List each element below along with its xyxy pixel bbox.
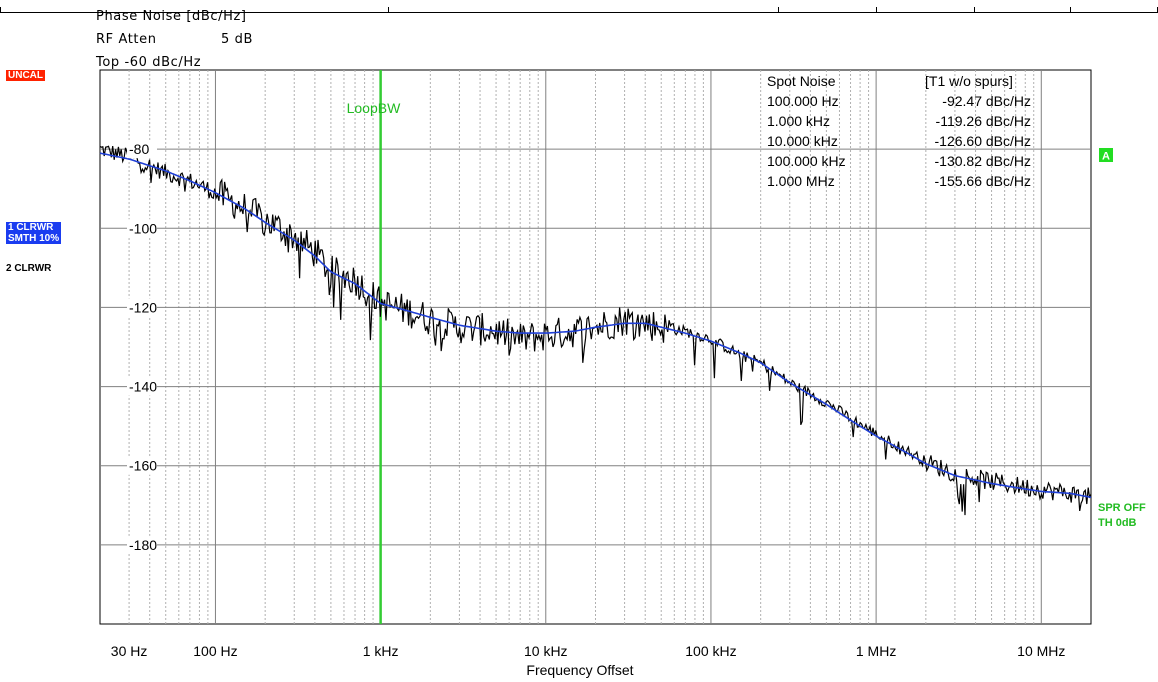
spot-noise-table: Spot Noise [T1 w/o spurs] 100.000 Hz -92… (767, 73, 1031, 189)
marker-a-label: A (1102, 151, 1110, 163)
trace1-mode: 1 CLRWR (8, 222, 54, 233)
spot-noise-offset-0: 100.000 Hz (767, 93, 839, 109)
spr-off-label: SPR OFF (1098, 502, 1146, 514)
rf-atten-value: 5 dB (221, 32, 253, 47)
y-tick-label-bg (127, 535, 157, 554)
spot-noise-value-1: -119.26 dBc/Hz (936, 113, 1031, 129)
y-tick-label: -120 (129, 299, 157, 315)
x-tick-label: 100 kHz (685, 643, 736, 659)
x-tick-label: 1 kHz (363, 643, 399, 659)
y-tick-label-bg (127, 219, 157, 238)
threshold-label: TH 0dB (1098, 517, 1137, 529)
y-tick-label: -80 (129, 141, 149, 157)
measurement-title: Phase Noise [dBc/Hz] (96, 9, 247, 24)
trace2-label: 2 CLRWR (6, 263, 52, 274)
loop-bw-label: LoopBW (347, 100, 401, 116)
x-tick-label: 30 Hz (111, 643, 148, 659)
y-tick-labels: -80 -100 -120 -140 -160 -180 (127, 140, 157, 554)
marker-a-badge: A (1099, 148, 1113, 163)
y-tick-label: -160 (129, 458, 157, 474)
spot-noise-offset-4: 1.000 MHz (767, 173, 835, 189)
x-tick-labels: 30 Hz 100 Hz 1 kHz 10 kHz 100 kHz 1 MHz 10 MHz (111, 643, 1066, 659)
spot-noise-value-0: -92.47 dBc/Hz (942, 93, 1031, 109)
spot-noise-offset-2: 10.000 kHz (767, 133, 838, 149)
spot-noise-value-3: -130.82 dBc/Hz (935, 153, 1032, 169)
y-tick-label: -100 (129, 220, 157, 236)
y-tick-label-bg (127, 377, 157, 396)
top-level-label: Top -60 dBc/Hz (96, 55, 202, 70)
x-tick-label: 100 Hz (193, 643, 237, 659)
y-tick-label-bg (127, 140, 157, 159)
y-tick-label: -140 (129, 379, 157, 395)
rf-atten-label: RF Atten (96, 32, 157, 47)
spot-noise-value-4: -155.66 dBc/Hz (935, 173, 1032, 189)
trace1-smoothing: SMTH 10% (8, 233, 60, 244)
spot-noise-offset-3: 100.000 kHz (767, 153, 846, 169)
top-border-bar (0, 0, 1158, 13)
y-tick-label-bg (127, 298, 157, 317)
spot-noise-column-header: [T1 w/o spurs] (925, 73, 1013, 89)
spot-noise-value-2: -126.60 dBc/Hz (935, 133, 1032, 149)
uncal-badge: UNCAL (6, 70, 45, 81)
x-tick-label: 10 MHz (1017, 643, 1065, 659)
trace1-badge: 1 CLRWR SMTH 10% (6, 222, 62, 244)
x-axis-title: Frequency Offset (526, 662, 633, 678)
y-tick-label: -180 (129, 537, 157, 553)
series-smoothed-trace (99, 152, 1092, 499)
loop-bw-marker-group: LoopBW (347, 70, 401, 624)
spot-noise-title: Spot Noise (767, 73, 836, 89)
x-tick-label: 1 MHz (856, 643, 896, 659)
series-layer (99, 145, 1092, 516)
y-tick-label-bg (127, 456, 157, 475)
spot-noise-offset-1: 1.000 kHz (767, 113, 830, 129)
x-tick-label: 10 kHz (524, 643, 568, 659)
